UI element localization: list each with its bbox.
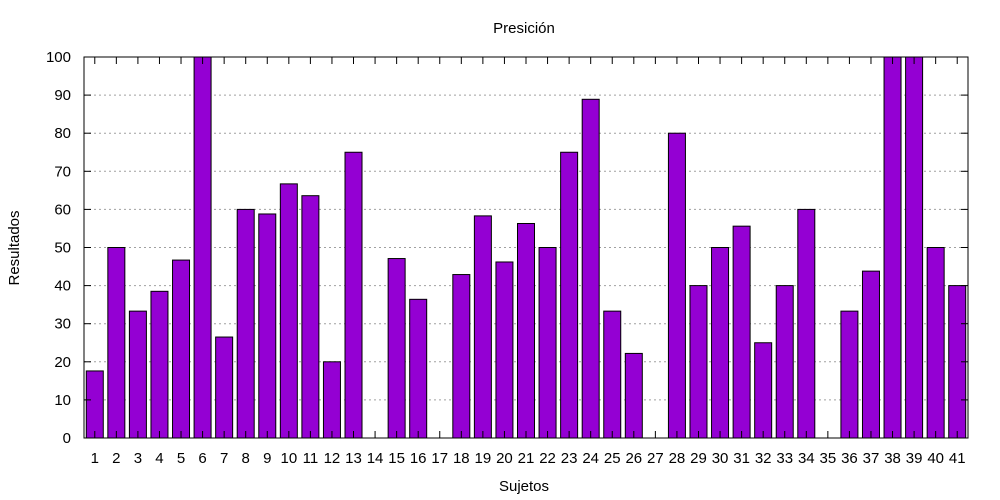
x-tick-label: 7 [220, 450, 228, 467]
bar-15 [387, 258, 406, 439]
x-tick-label: 14 [367, 450, 384, 467]
bar-29 [689, 285, 708, 439]
chart-title: Presición [493, 20, 555, 37]
x-tick-label: 13 [345, 450, 362, 467]
bar-28 [667, 132, 686, 439]
bar-13 [344, 151, 363, 439]
x-tick-label: 29 [690, 450, 707, 467]
x-tick-label: 36 [841, 450, 858, 467]
bar-1 [85, 370, 104, 439]
x-tick-label: 11 [303, 450, 319, 467]
x-axis: 1 2 3 4 5 6 7 8 9 10 11 12 13 14 15 16 17 18 19 20 21 22 23 24 2… [91, 57, 966, 467]
bar-25 [603, 310, 622, 439]
y-axis-label: Resultados [6, 210, 23, 285]
bar-37 [861, 270, 880, 439]
x-tick-label: 23 [561, 450, 578, 467]
x-tick-label: 16 [410, 450, 427, 467]
bar-34 [797, 208, 816, 439]
y-tick-label: 20 [54, 354, 71, 371]
x-tick-label: 3 [134, 450, 142, 467]
bar-20 [495, 261, 514, 439]
x-tick-label: 37 [863, 450, 880, 467]
x-tick-label: 28 [669, 450, 686, 467]
x-tick-label: 30 [712, 450, 729, 467]
x-tick-label: 20 [496, 450, 513, 467]
x-tick-label: 25 [604, 450, 621, 467]
x-tick-label: 27 [647, 450, 664, 467]
x-tick-label: 31 [733, 450, 750, 467]
bar-36 [840, 310, 859, 439]
bar-22 [538, 247, 557, 439]
bar-16 [409, 298, 428, 439]
x-tick-label: 38 [884, 450, 901, 467]
x-tick-label: 6 [198, 450, 206, 467]
bar-40 [926, 247, 945, 439]
y-tick-label: 100 [46, 49, 71, 66]
x-tick-label: 10 [280, 450, 297, 467]
x-tick-label: 4 [155, 450, 163, 467]
y-tick-label: 30 [54, 316, 71, 333]
bar-6 [193, 56, 212, 439]
bar-11 [301, 195, 320, 439]
x-tick-label: 39 [906, 450, 923, 467]
x-tick-label: 34 [798, 450, 815, 467]
x-axis-label: Sujetos [499, 478, 549, 495]
y-tick-label: 70 [54, 163, 71, 180]
y-tick-label: 40 [54, 278, 71, 295]
y-tick-label: 10 [54, 392, 71, 409]
x-tick-label: 33 [776, 450, 793, 467]
x-tick-label: 41 [949, 450, 966, 467]
bar-38 [883, 56, 902, 439]
bar-39 [905, 56, 924, 439]
bar-19 [473, 215, 492, 439]
bar-18 [452, 274, 471, 439]
bar-7 [215, 336, 234, 439]
bar-30 [711, 247, 730, 439]
x-tick-label: 2 [112, 450, 120, 467]
y-tick-label: 0 [63, 430, 71, 447]
x-tick-label: 17 [431, 450, 448, 467]
bar-26 [624, 352, 643, 439]
bar-9 [258, 213, 277, 439]
x-tick-label: 40 [927, 450, 944, 467]
x-tick-label: 5 [177, 450, 185, 467]
x-tick-label: 1 [91, 450, 99, 467]
x-tick-label: 18 [453, 450, 470, 467]
bar-3 [128, 310, 147, 439]
x-tick-label: 15 [388, 450, 405, 467]
bar-31 [732, 225, 751, 439]
bar-10 [279, 183, 298, 439]
bars-group [85, 56, 967, 439]
x-tick-label: 19 [475, 450, 492, 467]
x-tick-label: 24 [582, 450, 599, 467]
x-tick-label: 8 [242, 450, 250, 467]
x-tick-label: 9 [263, 450, 271, 467]
y-axis: 0 10 20 30 40 50 60 70 80 90 100 [46, 49, 968, 447]
bar-23 [560, 151, 579, 439]
y-tick-label: 90 [54, 87, 71, 104]
y-tick-label: 60 [54, 201, 71, 218]
y-tick-label: 50 [54, 240, 71, 257]
x-tick-label: 22 [539, 450, 556, 467]
bar-21 [517, 222, 535, 439]
x-tick-label: 12 [324, 450, 341, 467]
bar-33 [775, 285, 794, 439]
x-tick-label: 32 [755, 450, 772, 467]
bar-32 [754, 342, 773, 439]
bar-8 [236, 208, 255, 439]
bar-4 [150, 290, 169, 439]
y-tick-label: 80 [54, 125, 71, 142]
x-tick-label: 26 [625, 450, 642, 467]
bar-24 [581, 98, 600, 439]
x-tick-label: 35 [820, 450, 837, 467]
bar-5 [172, 259, 191, 439]
bar-2 [107, 247, 126, 439]
x-tick-label: 21 [518, 450, 535, 467]
bar-12 [322, 361, 341, 439]
